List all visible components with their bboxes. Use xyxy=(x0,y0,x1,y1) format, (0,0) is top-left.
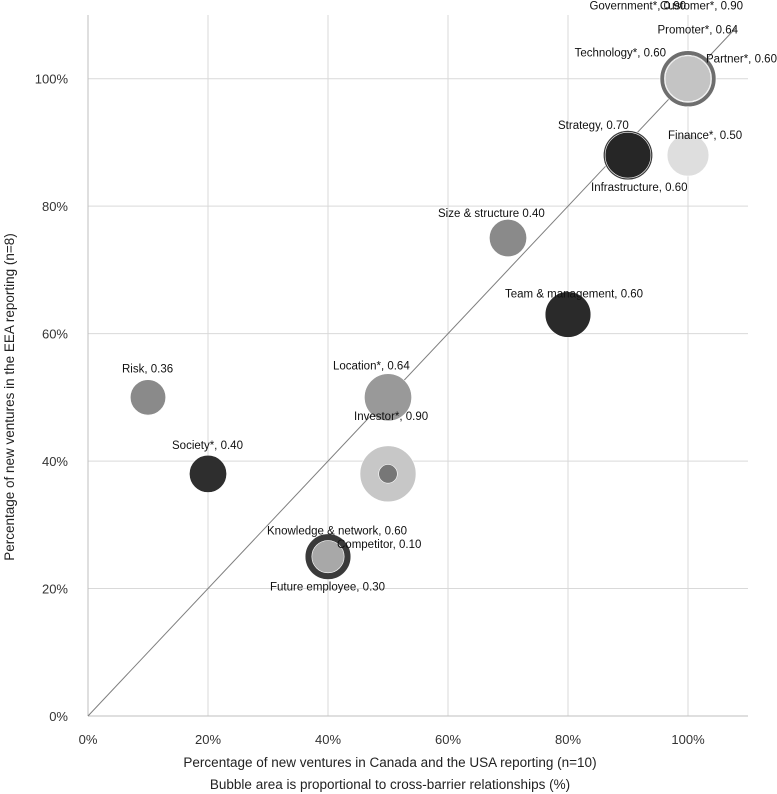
x-tick-label: 20% xyxy=(195,732,221,747)
data-label-10: Risk, 0.36 xyxy=(122,363,173,375)
bubble-11 xyxy=(364,373,412,422)
data-label-5: Strategy, 0.70 xyxy=(558,120,629,132)
data-label-16: Future employee, 0.30 xyxy=(270,582,385,594)
data-label-4: Partner*, 0.60 xyxy=(706,54,777,66)
bubble-6 xyxy=(604,132,652,179)
bubble-12 xyxy=(189,454,227,493)
x-tick-label: 60% xyxy=(435,732,461,747)
data-label-15: Knowledge & network, 0.60 xyxy=(267,526,407,538)
data-label-1: Customer*, 0.90 xyxy=(660,1,743,13)
data-label-12: Society*, 0.40 xyxy=(172,440,243,452)
y-tick-label: 80% xyxy=(42,199,68,214)
chart-subtitle: Bubble area is proportional to cross-bar… xyxy=(210,777,570,792)
data-label-9: Team & management, 0.60 xyxy=(505,289,643,301)
data-label-13: Investor*, 0.90 xyxy=(354,411,428,423)
diagonal-reference-line xyxy=(87,27,737,717)
data-label-11: Location*, 0.64 xyxy=(333,360,410,372)
y-tick-label: 100% xyxy=(35,72,69,87)
y-tick-label: 60% xyxy=(42,327,68,342)
data-label-8: Size & structure 0.40 xyxy=(438,208,545,220)
data-label-3: Technology*, 0.60 xyxy=(575,48,666,60)
bubble-4 xyxy=(664,55,712,102)
x-tick-label: 100% xyxy=(671,732,705,747)
x-axis-title: Percentage of new ventures in Canada and… xyxy=(183,755,596,770)
data-label-14: Competitor, 0.10 xyxy=(337,539,421,551)
y-axis-title: Percentage of new ventures in the EEA re… xyxy=(2,233,17,561)
bubble-10 xyxy=(129,379,167,416)
y-tick-label: 40% xyxy=(42,454,68,469)
data-label-2: Promoter*, 0.64 xyxy=(657,25,738,37)
bubble-9 xyxy=(544,291,592,338)
bubble-7 xyxy=(666,134,710,177)
bubble-8 xyxy=(489,219,527,258)
data-label-6: Infrastructure, 0.60 xyxy=(591,182,688,194)
y-tick-label: 20% xyxy=(42,582,68,597)
x-tick-label: 40% xyxy=(315,732,341,747)
data-label-7: Finance*, 0.50 xyxy=(668,130,742,142)
bubble-16 xyxy=(311,540,345,574)
x-tick-label: 0% xyxy=(79,732,98,747)
x-tick-label: 80% xyxy=(555,732,581,747)
data-label-0: Government*, 0.90 xyxy=(589,1,686,13)
y-tick-label: 0% xyxy=(49,709,68,724)
bubbles xyxy=(129,50,717,580)
bubble-14 xyxy=(378,464,398,484)
axes xyxy=(87,15,748,717)
tick-labels: 0% 20% 40% 60% 80% 100% 0% 20% 40% 60% 80% 100% xyxy=(35,72,705,747)
